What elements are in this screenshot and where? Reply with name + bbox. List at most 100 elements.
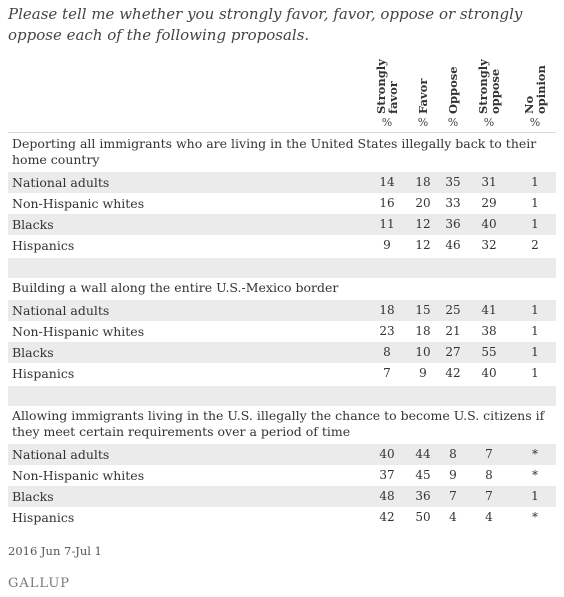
row-label: Blacks xyxy=(12,489,54,504)
cell-value: 8 xyxy=(383,345,391,359)
table-row: Hispanics 42 50 4 4 * xyxy=(8,507,556,528)
cell-value: 35 xyxy=(445,175,461,189)
pct-label: % xyxy=(381,116,393,129)
cell-value: 14 xyxy=(379,175,395,189)
cell-value: 1 xyxy=(531,324,539,338)
col-favor: Favor xyxy=(416,78,430,114)
table-row: Non-Hispanic whites 23 18 21 38 1 xyxy=(8,321,556,342)
cell-value: 29 xyxy=(481,196,497,210)
cell-value: 11 xyxy=(379,217,395,231)
cell-value: 16 xyxy=(379,196,395,210)
row-label: Hispanics xyxy=(12,238,75,253)
table-row: Blacks 48 36 7 7 1 xyxy=(8,486,556,507)
cell-value: 48 xyxy=(379,489,395,503)
cell-value: * xyxy=(532,447,538,461)
cell-value: 23 xyxy=(379,324,395,338)
cell-value: 32 xyxy=(481,238,497,252)
cell-value: 31 xyxy=(481,175,497,189)
table-row: Hispanics 7 9 42 40 1 xyxy=(8,363,556,384)
survey-dates: 2016 Jun 7-Jul 1 xyxy=(8,544,102,558)
cell-value: 1 xyxy=(531,489,539,503)
cell-value: 18 xyxy=(415,175,431,189)
col-oppose: Oppose xyxy=(446,66,460,114)
table-row: Non-Hispanic whites 16 20 33 29 1 xyxy=(8,193,556,214)
section-heading: Building a wall along the entire U.S.-Me… xyxy=(12,280,339,295)
row-label: Hispanics xyxy=(12,510,75,525)
row-label: Non-Hispanic whites xyxy=(12,468,145,483)
row-label: National adults xyxy=(12,175,110,190)
section-spacer xyxy=(8,258,556,278)
row-label: National adults xyxy=(12,447,110,462)
col-strongly-favor: Strongly favor xyxy=(374,59,400,114)
column-headers: Strongly favor Favor Oppose Strongly opp… xyxy=(0,58,564,114)
section-spacer xyxy=(8,386,556,406)
cell-value: 1 xyxy=(531,196,539,210)
table-row: Non-Hispanic whites 37 45 9 8 * xyxy=(8,465,556,486)
col-strongly-oppose: Strongly oppose xyxy=(476,59,502,114)
cell-value: 45 xyxy=(415,468,431,482)
cell-value: 44 xyxy=(415,447,431,461)
cell-value: 1 xyxy=(531,175,539,189)
pct-label: % xyxy=(529,116,541,129)
pct-label: % xyxy=(483,116,495,129)
cell-value: 21 xyxy=(445,324,461,338)
row-label: Blacks xyxy=(12,345,54,360)
cell-value: 12 xyxy=(415,238,431,252)
table-row: Blacks 8 10 27 55 1 xyxy=(8,342,556,363)
cell-value: 38 xyxy=(481,324,497,338)
cell-value: 4 xyxy=(485,510,493,524)
row-label: National adults xyxy=(12,303,110,318)
cell-value: 12 xyxy=(415,217,431,231)
cell-value: 7 xyxy=(383,366,391,380)
cell-value: 2 xyxy=(531,238,539,252)
cell-value: 41 xyxy=(481,303,497,317)
results-table: Deporting all immigrants who are living … xyxy=(8,134,556,528)
cell-value: 1 xyxy=(531,345,539,359)
table-row: Blacks 11 12 36 40 1 xyxy=(8,214,556,235)
col-no-opinion: No opinion xyxy=(522,65,548,114)
row-label: Non-Hispanic whites xyxy=(12,196,145,211)
cell-value: 33 xyxy=(445,196,461,210)
table-row: National adults 40 44 8 7 * xyxy=(8,444,556,465)
pct-label: % xyxy=(447,116,459,129)
cell-value: 25 xyxy=(445,303,461,317)
survey-question: Please tell me whether you strongly favo… xyxy=(8,5,523,44)
cell-value: 37 xyxy=(379,468,395,482)
cell-value: 50 xyxy=(415,510,431,524)
table-row: National adults 18 15 25 41 1 xyxy=(8,300,556,321)
percent-row: % % % % % xyxy=(0,116,564,132)
cell-value: 1 xyxy=(531,217,539,231)
cell-value: * xyxy=(532,468,538,482)
cell-value: 7 xyxy=(485,489,493,503)
cell-value: 27 xyxy=(445,345,461,359)
cell-value: 9 xyxy=(419,366,427,380)
cell-value: 15 xyxy=(415,303,431,317)
row-label: Hispanics xyxy=(12,366,75,381)
cell-value: 42 xyxy=(445,366,461,380)
cell-value: 4 xyxy=(449,510,457,524)
table-row: Hispanics 9 12 46 32 2 xyxy=(8,235,556,256)
cell-value: 7 xyxy=(485,447,493,461)
cell-value: 9 xyxy=(383,238,391,252)
cell-value: 40 xyxy=(481,366,497,380)
cell-value: 8 xyxy=(449,447,457,461)
section-heading: Deporting all immigrants who are living … xyxy=(12,136,537,167)
cell-value: 40 xyxy=(481,217,497,231)
section-heading: Allowing immigrants living in the U.S. i… xyxy=(12,408,545,439)
cell-value: 18 xyxy=(379,303,395,317)
cell-value: 36 xyxy=(415,489,431,503)
header-divider xyxy=(8,132,556,133)
cell-value: 18 xyxy=(415,324,431,338)
cell-value: 20 xyxy=(415,196,431,210)
cell-value: 1 xyxy=(531,366,539,380)
row-label: Non-Hispanic whites xyxy=(12,324,145,339)
cell-value: 55 xyxy=(481,345,497,359)
cell-value: 8 xyxy=(485,468,493,482)
row-label: Blacks xyxy=(12,217,54,232)
cell-value: 42 xyxy=(379,510,395,524)
cell-value: 1 xyxy=(531,303,539,317)
cell-value: 10 xyxy=(415,345,431,359)
cell-value: 7 xyxy=(449,489,457,503)
cell-value: * xyxy=(532,510,538,524)
pct-label: % xyxy=(417,116,429,129)
